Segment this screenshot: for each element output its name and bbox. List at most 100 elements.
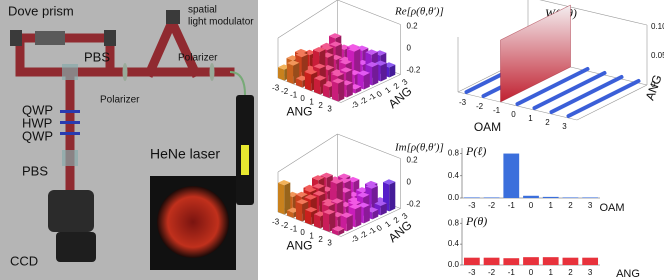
x-tick-label: -2	[281, 87, 289, 96]
density-wall	[500, 4, 571, 103]
x-tick-label: 1	[309, 232, 314, 241]
x-tick-label: 3	[588, 201, 593, 210]
bar-top	[340, 212, 353, 218]
bar-top	[312, 183, 325, 189]
bar-top	[374, 200, 387, 206]
y-tick-label: 0.0	[448, 193, 460, 202]
bar-side	[278, 67, 285, 81]
bar	[503, 258, 520, 265]
ccd-back	[56, 232, 96, 262]
y-tick-label: -2	[358, 229, 370, 241]
bar	[582, 197, 599, 198]
x-tick-label: 0	[300, 228, 305, 237]
bar-top	[365, 180, 378, 187]
optics	[10, 10, 254, 262]
bar-top	[295, 52, 308, 58]
waveplate	[60, 132, 80, 135]
y-axis-label: ANG	[386, 84, 415, 111]
bar-top	[348, 46, 361, 52]
y-tick-label: 1	[383, 219, 393, 229]
x-tick-label: 0	[529, 201, 534, 210]
mirror	[104, 30, 116, 46]
bar-side	[338, 228, 345, 236]
bar-top	[348, 199, 361, 206]
bar-side	[380, 203, 387, 216]
label: CCD	[10, 253, 38, 268]
bar-top	[313, 63, 326, 69]
label: HeNe laser	[150, 146, 220, 162]
label: spatial	[188, 5, 217, 16]
x-axis-label: ANG	[286, 238, 312, 252]
bar-side	[305, 209, 312, 225]
label: QWP	[22, 102, 53, 117]
y-tick-label: 0.0	[448, 260, 460, 269]
bar	[463, 257, 480, 265]
dove-prism-shape	[35, 31, 65, 45]
z-tick-label: 0.2	[407, 156, 419, 165]
z-tick-label: -0.2	[407, 66, 421, 75]
beam-spot	[157, 186, 229, 258]
bar-top	[383, 179, 396, 185]
density-rod	[532, 71, 607, 110]
z-tick-label: 0	[651, 80, 656, 89]
bar-side	[287, 63, 294, 84]
y-tick-label: 3	[400, 77, 410, 87]
bar	[562, 257, 579, 265]
bar	[463, 197, 480, 198]
bar-top	[313, 190, 326, 196]
x-tick-label: 1	[528, 114, 533, 123]
bar-top	[329, 41, 342, 47]
setup-panel: Dove prism spatial light modulator PBS P…	[0, 0, 258, 280]
bar-top	[366, 61, 379, 68]
y-tick-label: 0.4	[448, 239, 460, 248]
x-tick-label: -3	[468, 201, 476, 210]
x-tick-label: 1	[309, 98, 314, 107]
x-tick-label: 3	[588, 268, 593, 277]
label: Polarizer	[178, 53, 218, 64]
bar-top	[338, 173, 351, 179]
axis-frame	[576, 84, 648, 121]
bar-side	[332, 81, 339, 102]
axis-frame	[539, 0, 648, 26]
bar-side	[323, 84, 330, 98]
pbs-cube	[62, 64, 78, 80]
bar-side	[355, 86, 362, 94]
bar-top	[340, 67, 353, 73]
bar	[483, 257, 500, 265]
density-rod	[566, 79, 641, 118]
bar-top	[313, 47, 326, 53]
x-tick-label: -3	[468, 268, 476, 277]
bar-side	[278, 182, 285, 215]
mirror	[10, 30, 22, 46]
axis-frame	[337, 133, 401, 159]
x-tick-label: 3	[327, 239, 332, 248]
bar-top	[330, 178, 343, 184]
bar-top	[295, 48, 308, 55]
slm-shape	[166, 10, 180, 24]
bar-top	[323, 209, 336, 215]
x-tick-label: -1	[493, 106, 501, 115]
bar-side	[355, 206, 362, 228]
z-tick-label: 0	[407, 178, 412, 187]
y-tick-label: 0.8	[448, 149, 460, 158]
x-tick-label: -3	[272, 84, 280, 93]
bar-top	[331, 198, 344, 204]
x-tick-label: -2	[476, 102, 484, 111]
x-tick-label: -2	[488, 268, 496, 277]
bar-side	[314, 78, 321, 95]
x-axis-label: ANG	[616, 268, 640, 280]
bar-top	[320, 172, 333, 178]
label: HWP	[22, 115, 52, 130]
bar-side	[346, 82, 353, 98]
y-tick-label: -1	[366, 91, 378, 103]
bar-side	[284, 182, 291, 215]
chart-title: P(θ)	[465, 214, 487, 228]
label: PBS	[22, 163, 48, 178]
y-tick-label: -1	[366, 225, 378, 237]
x-tick-label: 1	[548, 201, 553, 210]
x-tick-label: -1	[290, 225, 298, 234]
z-tick-label: 0.05	[651, 51, 664, 60]
density-rod	[549, 75, 624, 114]
bar-top	[365, 49, 378, 55]
